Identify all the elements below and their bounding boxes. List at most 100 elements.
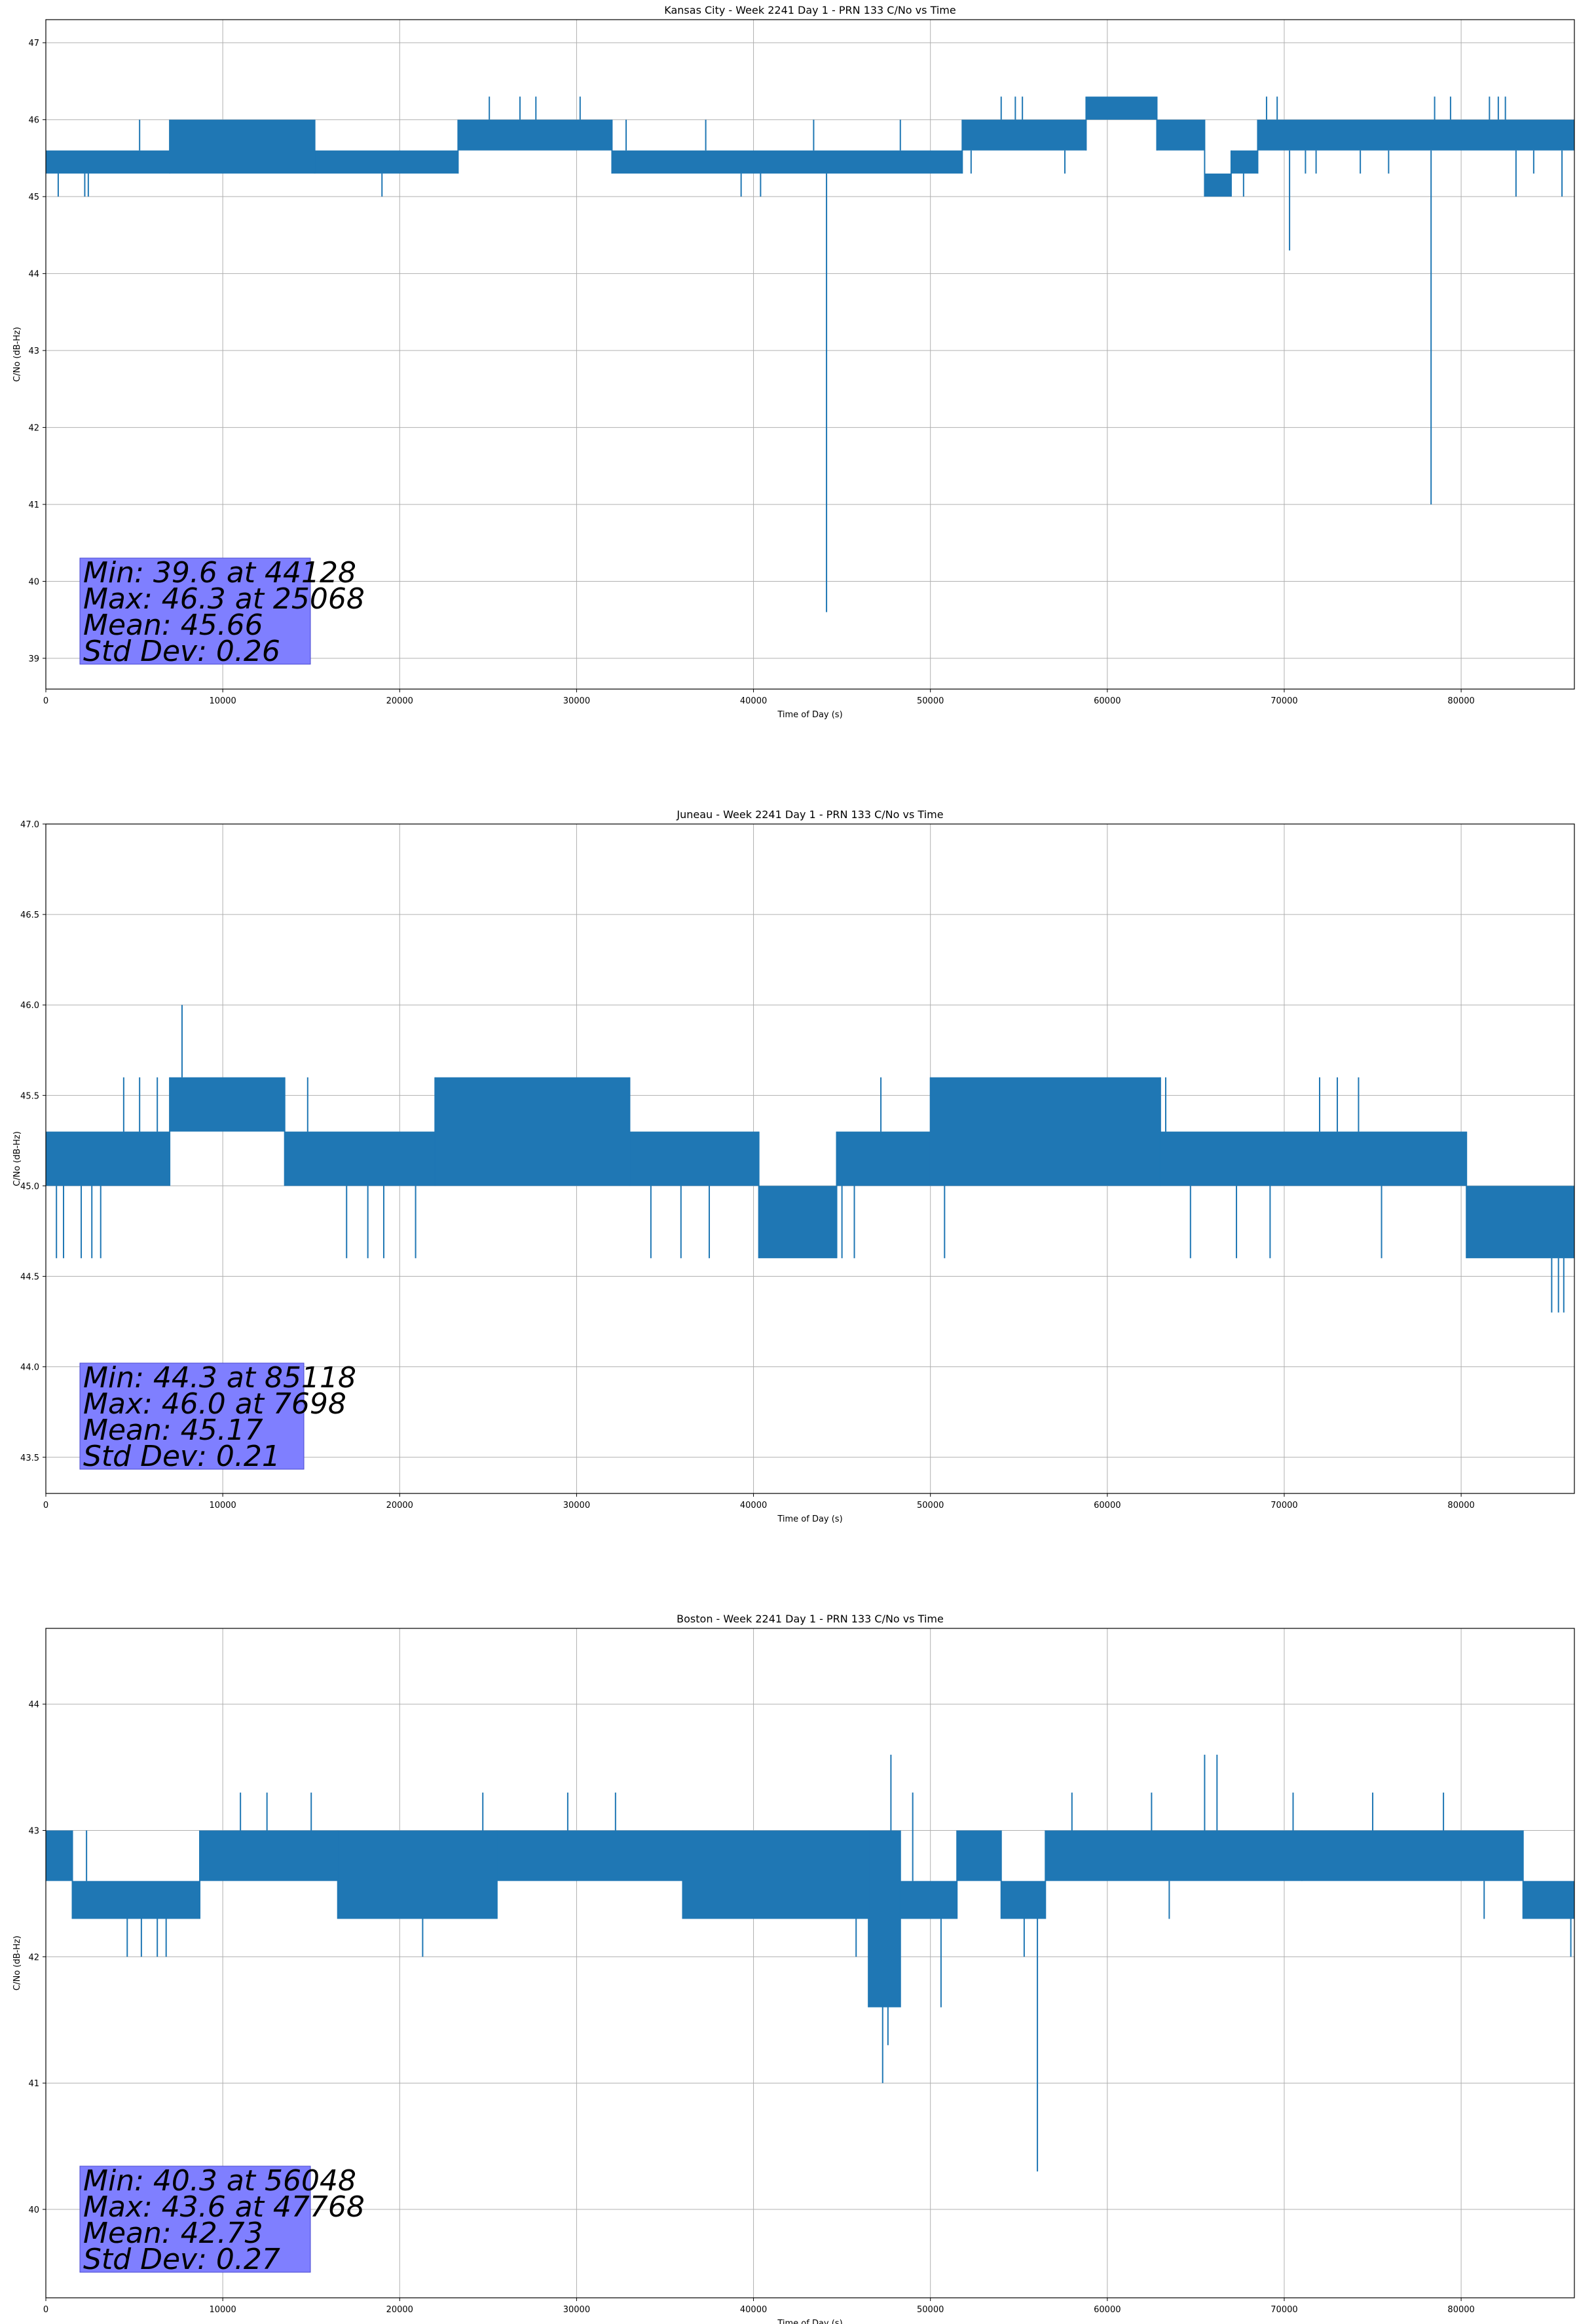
data-band — [957, 1830, 1001, 1881]
chart-title: Kansas City - Week 2241 Day 1 - PRN 133 … — [664, 4, 955, 16]
stats-line: Mean: 42.73 — [83, 2217, 263, 2250]
x-tick-label: 20000 — [386, 1501, 413, 1510]
y-axis-label: C/No (dB-Hz) — [12, 1936, 22, 1991]
data-band — [46, 1830, 73, 1881]
x-axis-label: Time of Day (s) — [777, 710, 842, 720]
data-band — [170, 119, 315, 174]
y-axis-label: C/No (dB-Hz) — [12, 1131, 22, 1186]
data-band — [682, 1830, 869, 1919]
stats-box — [79, 1362, 305, 1470]
y-tick-label: 44.5 — [20, 1273, 39, 1283]
data-band — [758, 1186, 837, 1258]
x-tick-label: 70000 — [1271, 696, 1297, 706]
data-band — [930, 1077, 1160, 1186]
data-band — [836, 1131, 931, 1186]
x-tick-label: 80000 — [1447, 2305, 1474, 2315]
y-tick-label: 45.5 — [20, 1091, 39, 1101]
data-band — [496, 1830, 683, 1881]
juneau-panel: Juneau - Week 2241 Day 1 - PRN 133 C/No … — [12, 808, 1575, 1524]
y-tick-label: 42 — [28, 424, 39, 434]
axes-frame — [45, 823, 1575, 1494]
y-tick-label: 43.5 — [20, 1453, 39, 1463]
y-tick-label: 46 — [28, 116, 39, 126]
y-tick-label: 39 — [28, 654, 39, 664]
x-tick-label: 80000 — [1447, 696, 1474, 706]
chart-title: Juneau - Week 2241 Day 1 - PRN 133 C/No … — [676, 808, 943, 821]
y-tick-label: 44 — [28, 1700, 39, 1710]
data-band — [1086, 96, 1157, 120]
y-tick-label: 43 — [28, 347, 39, 356]
boston-panel: Boston - Week 2241 Day 1 - PRN 133 C/No … — [12, 1613, 1575, 2324]
data-band — [1301, 1830, 1523, 1881]
y-tick-label: 47 — [28, 39, 39, 48]
data-band — [284, 1131, 436, 1186]
data-band — [1523, 1881, 1574, 1919]
data-band — [1231, 150, 1258, 174]
data-band — [868, 1830, 900, 2008]
data-band — [1157, 119, 1205, 151]
y-tick-label: 43 — [28, 1827, 39, 1837]
data-band — [612, 150, 963, 174]
x-tick-label: 40000 — [740, 696, 767, 706]
axes-frame — [45, 1628, 1575, 2298]
stats-line: Std Dev: 0.26 — [83, 635, 280, 668]
stats-box — [79, 2165, 311, 2273]
x-tick-label: 0 — [43, 1501, 48, 1510]
data-band — [1204, 173, 1231, 197]
x-tick-label: 10000 — [209, 2305, 236, 2315]
axes-frame — [45, 19, 1575, 690]
x-tick-label: 30000 — [563, 1501, 590, 1510]
y-tick-label: 41 — [28, 500, 39, 510]
x-tick-label: 60000 — [1094, 1501, 1121, 1510]
y-tick-label: 47.0 — [20, 820, 39, 830]
x-tick-label: 50000 — [917, 1501, 944, 1510]
x-tick-label: 20000 — [386, 696, 413, 706]
stats-line: Min: 40.3 at 56048 — [83, 2164, 356, 2198]
data-band — [1257, 119, 1574, 151]
stats-line: Mean: 45.17 — [83, 1414, 263, 1447]
y-tick-label: 44.0 — [20, 1363, 39, 1373]
x-tick-label: 0 — [43, 696, 48, 706]
y-tick-label: 40 — [28, 2205, 39, 2215]
data-band — [1160, 1131, 1467, 1186]
x-axis-label: Time of Day (s) — [777, 1514, 842, 1524]
data-band — [629, 1131, 759, 1186]
x-tick-label: 20000 — [386, 2305, 413, 2315]
data-band — [170, 1077, 285, 1132]
y-tick-label: 46.0 — [20, 1001, 39, 1011]
stats-line: Mean: 45.66 — [83, 609, 263, 642]
x-tick-label: 50000 — [917, 696, 944, 706]
stats-box — [79, 557, 311, 665]
data-band — [46, 150, 170, 174]
chart-title: Boston - Week 2241 Day 1 - PRN 133 C/No … — [677, 1613, 944, 1625]
data-band — [1001, 1881, 1046, 1919]
x-tick-label: 10000 — [209, 696, 236, 706]
data-band — [1466, 1186, 1574, 1258]
x-tick-label: 30000 — [563, 696, 590, 706]
x-tick-label: 60000 — [1094, 2305, 1121, 2315]
stats-line: Max: 46.0 at 7698 — [83, 1387, 346, 1421]
data-band — [435, 1077, 630, 1186]
data-band — [72, 1881, 200, 1919]
y-tick-label: 40 — [28, 578, 39, 588]
stats-line: Max: 46.3 at 25068 — [83, 582, 365, 616]
data-band — [46, 1131, 170, 1186]
x-tick-label: 50000 — [917, 2305, 944, 2315]
x-tick-label: 70000 — [1271, 2305, 1297, 2315]
data-band — [314, 150, 458, 174]
x-tick-label: 40000 — [740, 1501, 767, 1510]
data-band — [900, 1881, 957, 1919]
stats-line: Min: 39.6 at 44128 — [83, 556, 356, 590]
x-tick-label: 80000 — [1447, 1501, 1474, 1510]
x-tick-label: 0 — [43, 2305, 48, 2315]
stats-line: Std Dev: 0.21 — [83, 1440, 280, 1473]
data-band — [337, 1830, 497, 1919]
y-tick-label: 41 — [28, 2079, 39, 2089]
x-axis-label: Time of Day (s) — [777, 2319, 842, 2324]
x-tick-label: 70000 — [1271, 1501, 1297, 1510]
x-tick-label: 60000 — [1094, 696, 1121, 706]
stats-line: Min: 44.3 at 85118 — [83, 1361, 356, 1395]
data-band — [200, 1830, 338, 1881]
stats-line: Max: 43.6 at 47768 — [83, 2190, 365, 2224]
y-axis-label: C/No (dB-Hz) — [12, 327, 22, 382]
